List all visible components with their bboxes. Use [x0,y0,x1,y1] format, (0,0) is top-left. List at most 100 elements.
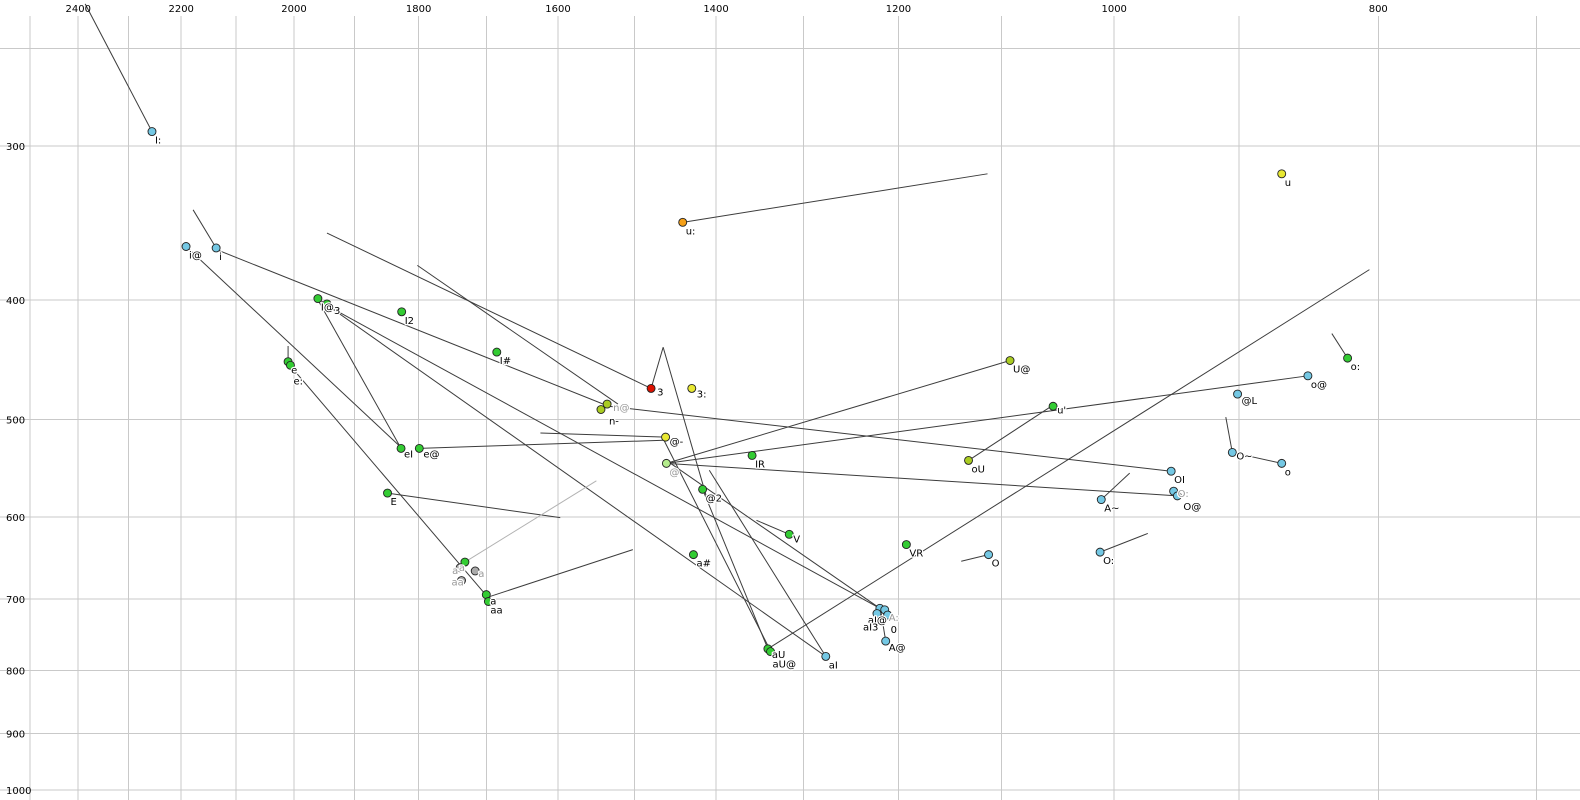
vowel-label: aa [451,578,463,589]
vowel-label: A@ [889,643,906,654]
vowel-label: IR [755,459,765,470]
trajectory-line [387,492,561,519]
vowel-point [457,576,466,586]
vowel-point [901,540,911,550]
vowel-point [872,609,882,618]
trajectory-line [326,232,652,389]
vowel-point [313,294,323,304]
vowel-label: @2 [706,493,722,504]
vowel-point [383,488,392,498]
vowel-point [147,127,157,137]
trajectory-line [708,469,827,657]
vowel-point [1233,389,1243,399]
vowel-label: i@ [189,251,202,262]
trajectory-line [1100,472,1131,500]
x-axis-tick-label: 1400 [703,4,728,15]
vowel-label: @ [669,467,679,478]
trajectory-line [666,375,1308,464]
vowel-label: O: [1178,489,1189,500]
trajectory-line [319,299,827,657]
vowel-point [881,636,891,646]
vowel-label: 3 [334,306,340,317]
vowel-label: u: [686,226,696,237]
y-axis-tick-label: 400 [6,296,25,307]
trajectory-line [84,3,153,132]
vowel-label: aI [829,660,838,671]
vowel-label: I: [155,136,161,147]
trajectory-line [961,554,989,562]
vowel-label: A~ [1104,504,1119,515]
vowel-point [181,242,191,251]
vowel-point [596,405,606,414]
vowel-point [1166,466,1176,476]
vowel-point [821,651,831,661]
trajectory-line [417,264,619,405]
vowel-label: aU [772,650,785,661]
trajectory-line [321,302,881,609]
trajectory-line [666,462,1178,497]
vowel-label: u' [1057,405,1066,416]
vowel-label: @L [1242,396,1258,407]
vowel-point [1277,458,1287,468]
vowel-point [661,458,671,468]
vowel-point [1005,356,1015,365]
vowel-point [1095,547,1105,557]
vowel-label: 3: [697,389,707,400]
y-axis-tick-label: 800 [6,667,25,678]
x-axis-tick-label: 2000 [281,4,306,15]
vowel-point [1227,447,1237,457]
trajectory-line [968,406,1050,461]
vowel-point [285,360,295,370]
vowel-point [964,455,973,465]
vowel-label: E [391,497,397,508]
vowel-label: U@ [1013,365,1030,376]
trajectory-line [464,480,597,563]
vowel-label: i [219,252,222,263]
vowel-label: e [291,366,297,377]
vowel-label: @- [670,437,684,448]
trajectory-line [1232,451,1282,464]
vowel-point [1277,169,1287,179]
trajectory-line [540,432,666,438]
vowel-label: a [490,597,496,608]
trajectory-line [682,173,988,223]
vowel-label: a [452,566,458,577]
x-axis-tick-label: 2200 [168,4,193,15]
vowel-point [397,307,407,317]
vowel-label: I2 [405,316,414,327]
x-axis-tick-label: 1800 [406,4,431,15]
vowel-label: u [1285,178,1291,189]
vowel-label: aa [490,606,502,617]
trajectory-line [1331,333,1349,359]
vowel-point [322,299,332,309]
vowel-label: O: [1103,556,1114,567]
trajectory-line [662,347,707,496]
vowel-point [747,450,757,460]
vowel-label: O [992,559,1000,570]
vowel-label: eI [404,449,413,460]
vowel-label: o@ [1311,380,1327,391]
trajectory-line [185,246,402,448]
vowel-label: n- [609,417,619,428]
vowel-point [1048,401,1058,411]
vowel-point [1172,491,1182,501]
vowel-label: 0 [891,625,897,636]
vowel-point [602,399,612,409]
vowel-label: OI [1174,475,1185,486]
trajectory-line [666,460,881,609]
vowel-label: e: [293,376,303,387]
trajectory-line [880,611,887,642]
trajectory-line [1225,417,1233,453]
vowel-point [984,550,994,560]
vowel-point [396,443,406,453]
trajectory-line [702,489,769,650]
vowel-point [460,557,470,567]
trajectory-line [419,439,664,449]
x-axis-tick-label: 1000 [1101,4,1126,15]
vowel-label: aI3 [863,623,878,634]
vowel-label: VR [909,549,923,560]
x-axis-tick-label: 800 [1369,4,1388,15]
vowel-point [687,383,697,393]
